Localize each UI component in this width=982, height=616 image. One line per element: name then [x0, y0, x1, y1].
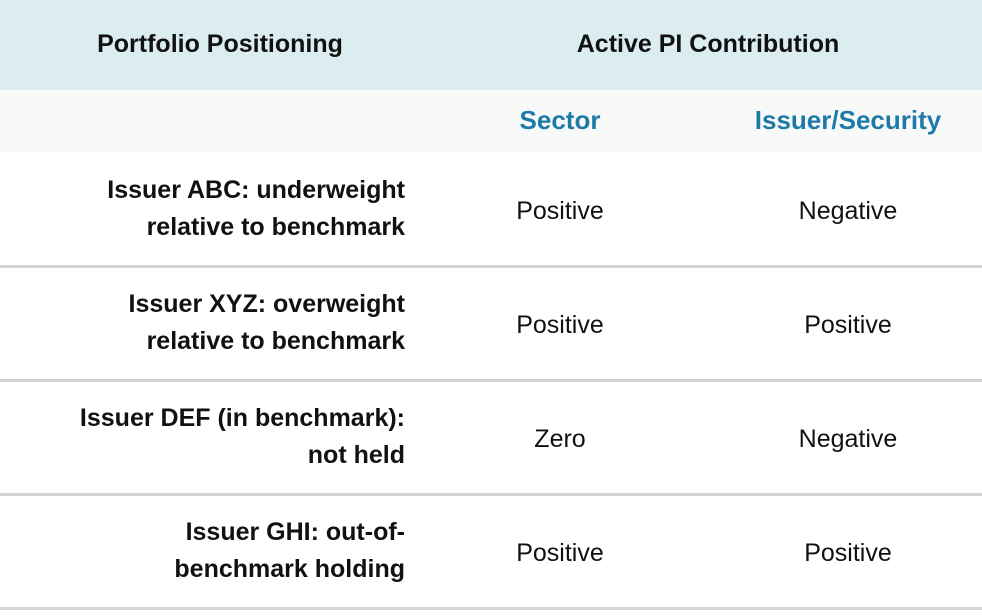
row-label-line: Issuer XYZ: overweight — [128, 290, 405, 318]
subheader: Sector — [519, 105, 601, 135]
issuer-cell: Positive — [804, 311, 892, 339]
row-separator — [0, 493, 982, 496]
sector-cell: Positive — [516, 539, 604, 567]
header-band — [0, 0, 982, 90]
row-label-line: not held — [307, 441, 405, 469]
row-label: Issuer ABC: underweight relative to bench… — [0, 172, 405, 246]
row-separator — [0, 379, 982, 382]
subheader-band — [0, 90, 982, 152]
row-label: Issuer XYZ: overweight relative to benchm… — [0, 286, 405, 360]
issuer-cell: Negative — [798, 425, 898, 453]
row-label-line: Issuer GHI: out-of- — [185, 518, 405, 546]
column-header: Portfolio Positioning — [97, 30, 343, 58]
issuer-cell: Negative — [798, 197, 898, 225]
subheader: Issuer/Security — [754, 105, 942, 135]
issuer-cell: Positive — [804, 539, 892, 567]
sector-cell: Positive — [516, 197, 604, 225]
row-label-line: benchmark holding — [174, 555, 405, 583]
column-header: Active PI Contribution — [576, 30, 840, 58]
row-label: Issuer DEF (in benchmark): not held — [0, 400, 405, 474]
row-label: Issuer GHI: out-of-benchmark holding — [0, 514, 405, 588]
sector-cell: Zero — [534, 425, 586, 453]
row-label-line: Issuer ABC: underweight — [107, 176, 405, 204]
row-separator — [0, 265, 982, 268]
row-label-line: Issuer DEF (in benchmark): — [79, 404, 405, 432]
sector-cell: Positive — [516, 311, 604, 339]
row-label-line: relative to benchmark — [146, 327, 405, 355]
row-separator — [0, 607, 982, 610]
row-label-line: relative to benchmark — [146, 213, 405, 241]
